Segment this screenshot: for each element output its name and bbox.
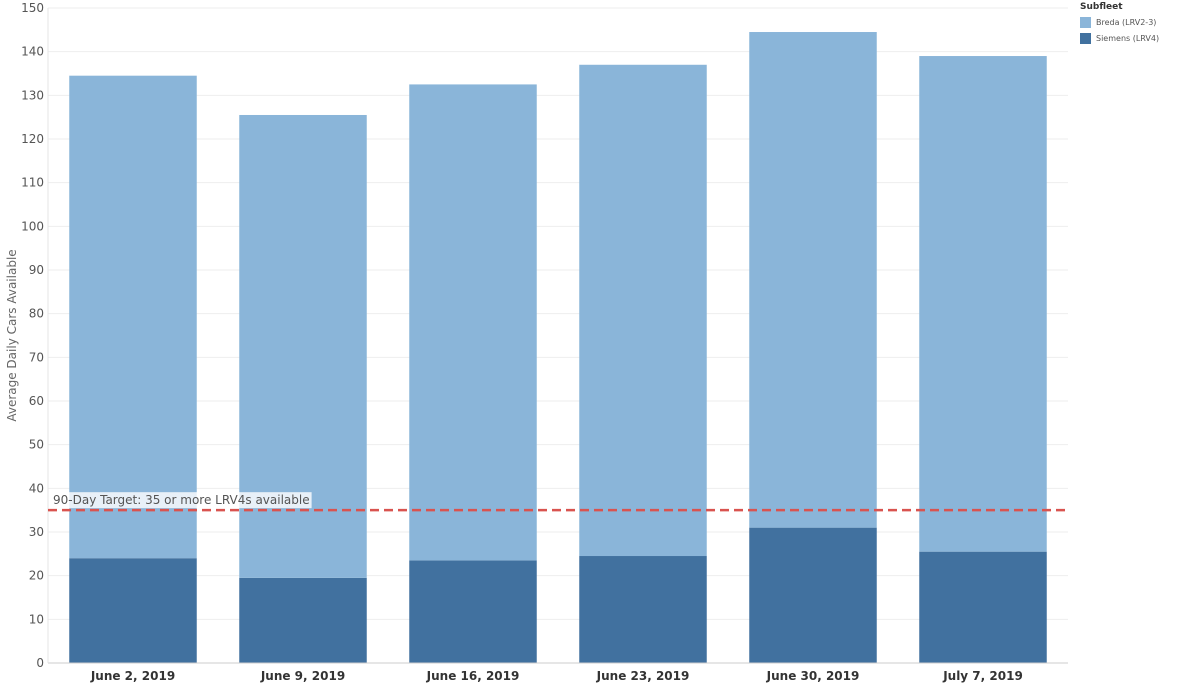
legend: Subfleet Breda (LRV2-3) Siemens (LRV4) — [1080, 2, 1196, 49]
y-axis-ticks: 0 10 20 30 40 50 60 70 80 90 100 110 120 130 140 150 — [21, 1, 44, 670]
bar-breda[interactable] — [239, 114, 367, 578]
target-label: 90-Day Target: 35 or more LRV4s availabl… — [53, 493, 310, 507]
y-tick-label: 40 — [29, 481, 44, 495]
bar-breda[interactable] — [579, 64, 707, 557]
chart: 0 10 20 30 40 50 60 70 80 90 100 110 120 130 140 150 Ju… — [5, 1, 1068, 683]
y-tick-label: 100 — [21, 219, 44, 233]
y-axis-title: Average Daily Cars Available — [5, 249, 19, 421]
y-tick-label: 50 — [29, 438, 44, 452]
y-tick-label: 80 — [29, 307, 44, 321]
legend-label-breda: Breda (LRV2-3) — [1096, 18, 1157, 27]
legend-swatch-siemens — [1080, 33, 1091, 44]
y-tick-label: 140 — [21, 45, 44, 59]
x-axis-labels: June 2, 2019 June 9, 2019 June 16, 2019 Jun… — [90, 669, 1023, 683]
y-tick-label: 0 — [36, 656, 44, 670]
x-tick-label: June 9, 2019 — [260, 669, 345, 683]
y-tick-label: 10 — [29, 612, 44, 626]
y-tick-label: 20 — [29, 569, 44, 583]
bar-siemens[interactable] — [239, 577, 367, 663]
x-tick-label: June 2, 2019 — [90, 669, 175, 683]
bar-siemens[interactable] — [409, 560, 537, 663]
y-tick-label: 110 — [21, 176, 44, 190]
bar-breda[interactable] — [749, 32, 877, 528]
bar-breda[interactable] — [409, 84, 537, 561]
y-tick-label: 90 — [29, 263, 44, 277]
x-tick-label: June 16, 2019 — [426, 669, 520, 683]
y-tick-label: 70 — [29, 350, 44, 364]
legend-swatch-breda — [1080, 17, 1091, 28]
y-tick-label: 130 — [21, 88, 44, 102]
legend-item-siemens[interactable]: Siemens (LRV4) — [1080, 33, 1196, 44]
bar-breda[interactable] — [919, 56, 1047, 552]
bar-siemens[interactable] — [579, 556, 707, 663]
y-tick-label: 120 — [21, 132, 44, 146]
bar-siemens[interactable] — [69, 558, 197, 663]
y-tick-label: 30 — [29, 525, 44, 539]
x-tick-label: July 7, 2019 — [942, 669, 1023, 683]
legend-label-siemens: Siemens (LRV4) — [1096, 34, 1160, 43]
bars — [69, 32, 1047, 663]
bar-siemens[interactable] — [749, 527, 877, 663]
gridlines — [48, 7, 1068, 664]
bar-siemens[interactable] — [919, 551, 1047, 663]
legend-title: Subfleet — [1080, 2, 1123, 12]
y-tick-label: 60 — [29, 394, 44, 408]
legend-item-breda[interactable]: Breda (LRV2-3) — [1080, 17, 1196, 28]
target-label-background — [51, 492, 312, 509]
y-tick-label: 150 — [21, 1, 44, 15]
bar-breda[interactable] — [69, 75, 197, 559]
x-tick-label: June 23, 2019 — [596, 669, 690, 683]
x-tick-label: June 30, 2019 — [766, 669, 860, 683]
